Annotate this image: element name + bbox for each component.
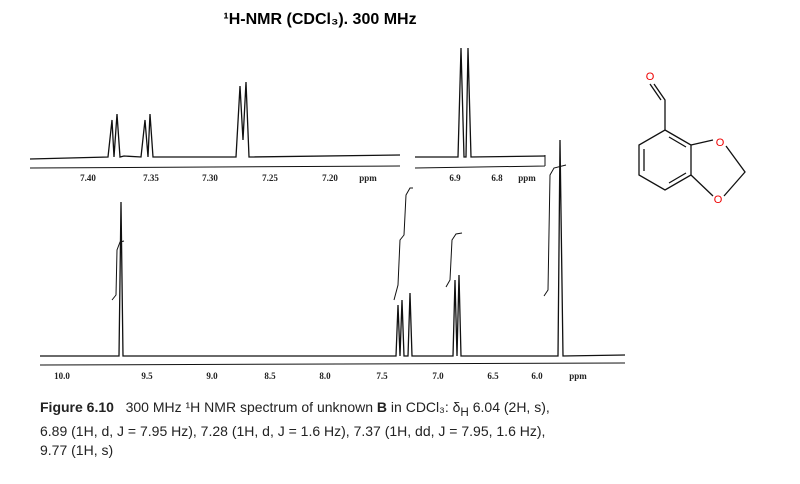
tick-label: 10.0	[54, 371, 70, 381]
integral	[111, 240, 125, 301]
tick-label: 7.40	[80, 173, 96, 183]
axis-unit: ppm	[518, 173, 536, 183]
text: H	[460, 405, 469, 419]
title: ¹H-NMR (CDCl₃). 300 MHz	[223, 11, 416, 28]
caption-line: 9.77 (1H, s)	[40, 441, 114, 458]
tick-label: 7.5	[376, 371, 388, 381]
inset-left-axis	[29, 165, 401, 169]
dioxole	[690, 139, 746, 197]
tick-label: 6.8	[491, 173, 503, 183]
integral	[445, 232, 463, 288]
ring	[638, 129, 692, 191]
tick-label: 7.20	[322, 173, 338, 183]
tick-label: 9.5	[141, 371, 153, 381]
inset-right-trace	[415, 47, 546, 158]
atom-label: O	[646, 71, 655, 83]
aldehyde	[649, 83, 666, 130]
text: B	[376, 399, 388, 415]
main-axis	[39, 362, 626, 366]
tick-label: 8.0	[319, 371, 331, 381]
tick-label: 6.0	[531, 371, 543, 381]
text: 300 MHz ¹H NMR spectrum of unknown	[125, 399, 377, 415]
text: 6.04 (2H, s),	[468, 399, 550, 415]
tick-label: 7.35	[143, 173, 159, 183]
atom-label: O	[714, 194, 723, 206]
atom-label: O	[716, 137, 725, 149]
main-trace	[40, 139, 626, 357]
caption: Figure 6.10 300 MHz ¹H NMR spectrum of u…	[40, 398, 660, 460]
tick-label: 7.0	[432, 371, 444, 381]
tick-label: 6.5	[487, 371, 499, 381]
tick-label: 6.9	[449, 173, 461, 183]
spectrum	[29, 47, 626, 366]
inset-left-trace	[29, 81, 401, 160]
text: in CDCl₃: δ	[387, 399, 461, 415]
axis-unit: ppm	[359, 173, 377, 183]
caption-line: 300 MHz ¹H NMR spectrum of unknown B in …	[125, 399, 550, 419]
integral	[543, 164, 567, 297]
tick-label: 9.0	[206, 371, 218, 381]
tick-label: 8.5	[264, 371, 276, 381]
structure	[638, 83, 746, 197]
axis-unit: ppm	[569, 371, 587, 381]
double-bonds	[643, 136, 687, 184]
integral	[393, 187, 413, 301]
inset-right-axis	[414, 155, 546, 169]
figure-label: Figure 6.10	[40, 399, 114, 415]
tick-label: 7.25	[262, 173, 278, 183]
caption-line: 6.89 (1H, d, J = 7.95 Hz), 7.28 (1H, d, …	[40, 422, 546, 439]
tick-label: 7.30	[202, 173, 218, 183]
